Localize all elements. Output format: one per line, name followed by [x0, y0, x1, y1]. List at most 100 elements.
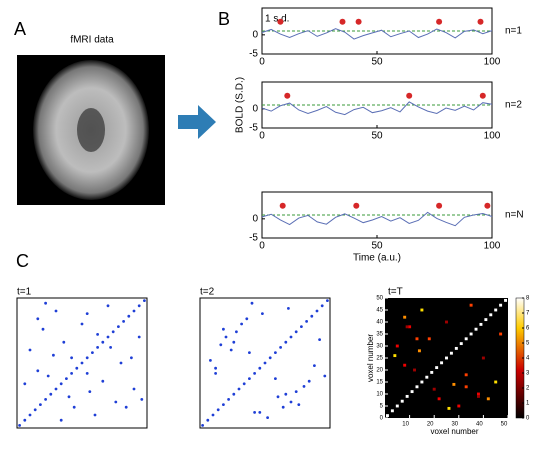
cell — [410, 390, 414, 394]
point — [80, 322, 84, 326]
y-tick-label: 0 — [380, 416, 384, 422]
point — [216, 408, 220, 412]
point — [85, 356, 89, 360]
x-axis-label: Time (a.u.) — [353, 253, 401, 264]
y-axis-label: BOLD (S.D.) — [235, 77, 246, 133]
point — [72, 405, 76, 409]
cell — [454, 346, 458, 350]
cell — [403, 315, 407, 319]
cell — [464, 337, 468, 341]
point — [209, 359, 212, 362]
point — [23, 382, 27, 386]
cell — [459, 342, 463, 346]
point — [294, 330, 298, 334]
event-dot — [279, 202, 286, 209]
point — [28, 348, 32, 352]
point — [70, 356, 73, 360]
point — [91, 351, 94, 354]
point — [248, 351, 251, 354]
point — [227, 398, 231, 401]
series-line — [261, 28, 493, 40]
point — [137, 304, 141, 308]
plot-title: t=2 — [200, 287, 215, 298]
y-tick-label: 20 — [376, 368, 383, 374]
x-tick-label: 10 — [402, 422, 409, 428]
point — [268, 356, 272, 360]
point — [137, 335, 141, 339]
point — [258, 366, 262, 370]
x-tick-label: 20 — [427, 422, 434, 428]
cell — [449, 351, 453, 355]
point — [313, 364, 316, 367]
cell — [481, 356, 485, 360]
cell — [494, 308, 498, 312]
point — [124, 405, 128, 409]
cell — [437, 397, 441, 401]
point — [253, 411, 256, 414]
point — [59, 382, 63, 386]
point — [96, 333, 99, 336]
cell — [385, 414, 389, 418]
point — [274, 351, 277, 354]
event-dot — [484, 202, 491, 209]
point — [93, 413, 97, 417]
y-tick-label: 10 — [376, 392, 383, 398]
plot-title: t=1 — [17, 287, 32, 298]
y-tick-label: -5 — [249, 233, 258, 244]
point — [44, 301, 47, 305]
cell — [494, 380, 498, 384]
point — [214, 372, 218, 375]
point — [214, 366, 218, 370]
point — [206, 418, 210, 422]
cell — [415, 337, 419, 341]
cell — [499, 303, 503, 307]
point — [245, 317, 249, 321]
point — [289, 335, 293, 339]
cell — [390, 409, 394, 413]
point — [326, 299, 329, 302]
event-dot — [339, 18, 346, 25]
point — [80, 361, 84, 365]
y-tick-label: 45 — [376, 308, 383, 314]
point — [41, 327, 45, 331]
point — [284, 340, 288, 344]
point — [106, 304, 110, 308]
point — [36, 317, 40, 321]
cell — [405, 325, 409, 329]
plot-frame — [16, 297, 148, 429]
point — [143, 299, 146, 302]
colorbar-tick-label: 1 — [526, 401, 530, 407]
point — [62, 340, 66, 344]
cell — [452, 382, 456, 386]
cell — [447, 406, 451, 410]
event-dot — [479, 92, 486, 99]
point — [44, 398, 47, 401]
cell — [425, 375, 429, 379]
point — [122, 320, 125, 323]
point — [33, 408, 37, 412]
y-tick-label: 30 — [376, 344, 383, 350]
point — [54, 387, 58, 391]
cell — [457, 404, 461, 408]
x-tick-label: 30 — [451, 422, 458, 428]
cell — [499, 332, 503, 336]
point — [253, 372, 256, 375]
arrow — [178, 105, 216, 139]
cell — [420, 308, 424, 312]
point — [39, 403, 42, 406]
cell — [445, 320, 448, 324]
point — [67, 395, 71, 399]
cell — [435, 366, 439, 370]
colorbar-tick-label: 0 — [526, 416, 530, 422]
point — [106, 335, 110, 339]
cell — [489, 313, 493, 317]
x-tick-label: 100 — [484, 57, 501, 68]
y-tick-label: -5 — [249, 123, 258, 134]
point — [132, 387, 136, 391]
y-tick-label: 25 — [376, 356, 383, 362]
point — [54, 309, 58, 313]
colorbar-tick-label: 2 — [526, 386, 530, 392]
x-axis-label: voxel number — [430, 427, 478, 436]
point — [23, 418, 27, 422]
